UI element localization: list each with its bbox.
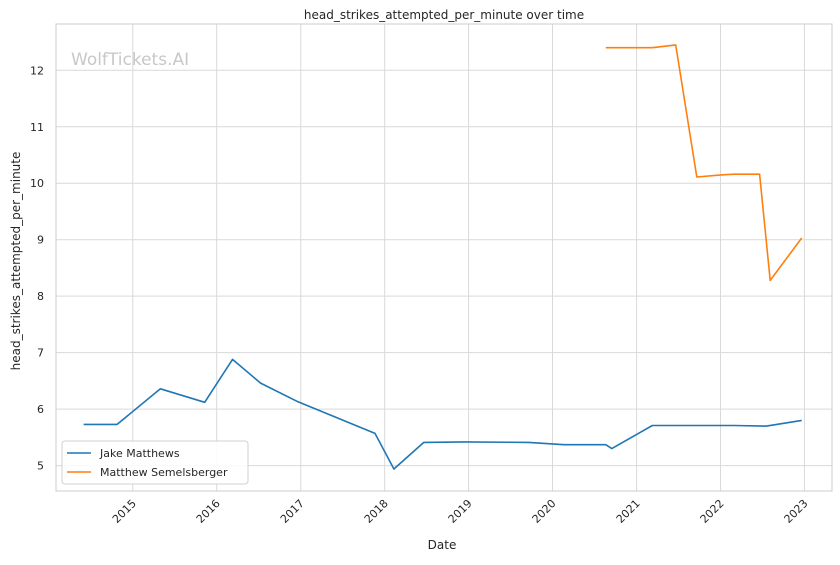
legend: Jake Matthews Matthew Semelsberger — [61, 440, 249, 485]
y-tick-label-10: 10 — [30, 177, 44, 190]
series-lines — [83, 44, 803, 470]
legend-box — [61, 440, 249, 485]
x-axis-label: Date — [428, 538, 457, 552]
y-tick-labels: 5 6 7 8 9 10 11 12 — [30, 64, 44, 472]
grid — [56, 24, 832, 491]
series-line-jake-matthews — [83, 358, 802, 470]
y-tick-label-8: 8 — [37, 290, 44, 303]
y-tick-label-12: 12 — [30, 64, 44, 77]
y-tick-label-6: 6 — [37, 403, 44, 416]
plot-area-frame — [55, 23, 833, 492]
y-tick-label-7: 7 — [37, 347, 44, 360]
legend-label-jake-matthews: Jake Matthews — [99, 447, 180, 460]
series-line-matthew-semelsberger — [605, 44, 803, 282]
chart-title: head_strikes_attempted_per_minute over t… — [304, 8, 584, 22]
watermark: WolfTickets.AI — [71, 50, 189, 70]
y-axis-label: head_strikes_attempted_per_minute — [9, 152, 23, 371]
y-tick-label-9: 9 — [37, 234, 44, 247]
legend-label-matthew-semelsberger: Matthew Semelsberger — [100, 466, 228, 479]
y-tick-label-11: 11 — [30, 121, 44, 134]
y-tick-label-5: 5 — [37, 460, 44, 473]
